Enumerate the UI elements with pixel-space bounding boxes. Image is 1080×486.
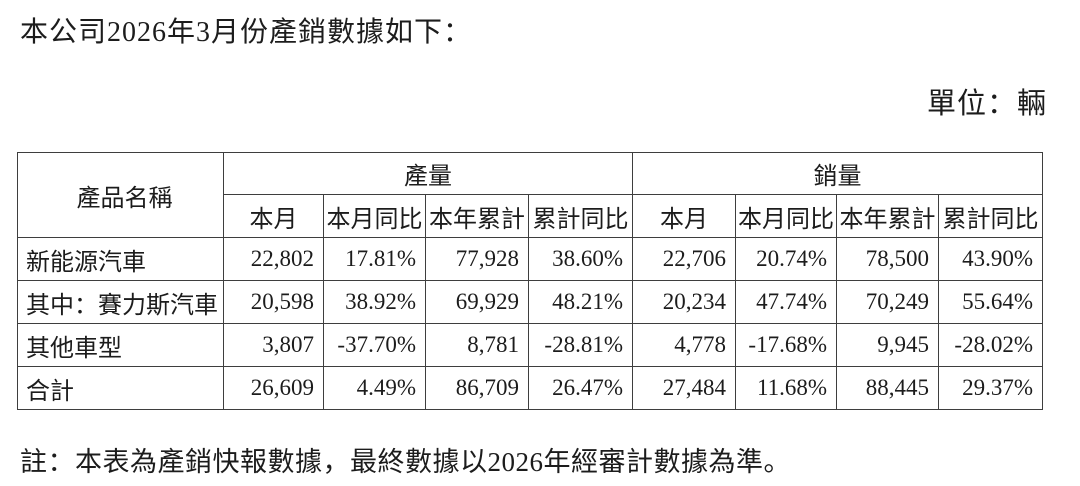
- table-row-seres: 其中：賽力斯汽車 20,598 38.92% 69,929 48.21% 20,…: [17, 280, 1043, 324]
- row-name-cell: 其中：賽力斯汽車: [17, 280, 224, 324]
- sales-month-cell: 27,484: [632, 366, 736, 410]
- production-month-cell: 20,598: [223, 280, 324, 324]
- header-sales-month-yoy: 本月同比: [735, 194, 837, 238]
- row-name-cell: 新能源汽車: [17, 237, 224, 281]
- header-sales-ytd-yoy: 累計同比: [938, 194, 1043, 238]
- table-body: 新能源汽車 22,802 17.81% 77,928 38.60% 22,706…: [17, 237, 1043, 410]
- production-month-cell: 3,807: [223, 323, 324, 367]
- production-ytd-yoy-cell: 26.47%: [528, 366, 633, 410]
- header-product-name: 產品名稱: [17, 152, 224, 238]
- row-name-cell: 其他車型: [17, 323, 224, 367]
- sales-ytd-cell: 88,445: [836, 366, 939, 410]
- production-ytd-cell: 86,709: [425, 366, 529, 410]
- sales-month-yoy-cell: -17.68%: [735, 323, 837, 367]
- table-header: 產品名稱 產量 銷量 本月 本月同比 本年累計 累計同比 本月 本月同比 本年累…: [17, 152, 1043, 238]
- header-production-ytd-yoy: 累計同比: [528, 194, 633, 238]
- sales-month-yoy-cell: 47.74%: [735, 280, 837, 324]
- sales-ytd-cell: 70,249: [836, 280, 939, 324]
- sales-month-cell: 20,234: [632, 280, 736, 324]
- header-production-month-yoy: 本月同比: [323, 194, 426, 238]
- production-sales-table: 產品名稱 產量 銷量 本月 本月同比 本年累計 累計同比 本月 本月同比 本年累…: [17, 152, 1043, 410]
- production-ytd-yoy-cell: 48.21%: [528, 280, 633, 324]
- production-ytd-cell: 69,929: [425, 280, 529, 324]
- production-ytd-yoy-cell: -28.81%: [528, 323, 633, 367]
- production-month-cell: 26,609: [223, 366, 324, 410]
- production-month-yoy-cell: 17.81%: [323, 237, 426, 281]
- table-row-total: 合計 26,609 4.49% 86,709 26.47% 27,484 11.…: [17, 366, 1043, 410]
- header-sales-group: 銷量: [632, 152, 1043, 195]
- sales-ytd-yoy-cell: 43.90%: [938, 237, 1043, 281]
- sales-ytd-cell: 9,945: [836, 323, 939, 367]
- table-row-nev: 新能源汽車 22,802 17.81% 77,928 38.60% 22,706…: [17, 237, 1043, 281]
- sales-ytd-cell: 78,500: [836, 237, 939, 281]
- sales-month-yoy-cell: 20.74%: [735, 237, 837, 281]
- header-sales-this-month: 本月: [632, 194, 736, 238]
- header-sales-ytd: 本年累計: [836, 194, 939, 238]
- sales-month-cell: 22,706: [632, 237, 736, 281]
- sales-month-cell: 4,778: [632, 323, 736, 367]
- page-title: 本公司2026年3月份產銷數據如下：: [20, 17, 473, 48]
- header-production-this-month: 本月: [223, 194, 324, 238]
- table-row-other: 其他車型 3,807 -37.70% 8,781 -28.81% 4,778 -…: [17, 323, 1043, 367]
- production-month-yoy-cell: 38.92%: [323, 280, 426, 324]
- production-month-cell: 22,802: [223, 237, 324, 281]
- sales-ytd-yoy-cell: -28.02%: [938, 323, 1043, 367]
- production-ytd-yoy-cell: 38.60%: [528, 237, 633, 281]
- header-production-group: 產量: [223, 152, 633, 195]
- production-month-yoy-cell: -37.70%: [323, 323, 426, 367]
- sales-ytd-yoy-cell: 55.64%: [938, 280, 1043, 324]
- sales-ytd-yoy-cell: 29.37%: [938, 366, 1043, 410]
- unit-label: 單位：輛: [926, 88, 1047, 120]
- production-month-yoy-cell: 4.49%: [323, 366, 426, 410]
- footnote: 註：本表為產銷快報數據，最終數據以2026年經審計數據為準。: [20, 447, 791, 477]
- row-name-cell: 合計: [17, 366, 224, 410]
- header-production-ytd: 本年累計: [425, 194, 529, 238]
- sales-month-yoy-cell: 11.68%: [735, 366, 837, 410]
- production-ytd-cell: 8,781: [425, 323, 529, 367]
- group-header-row: 產品名稱 產量 銷量: [17, 152, 1043, 238]
- production-ytd-cell: 77,928: [425, 237, 529, 281]
